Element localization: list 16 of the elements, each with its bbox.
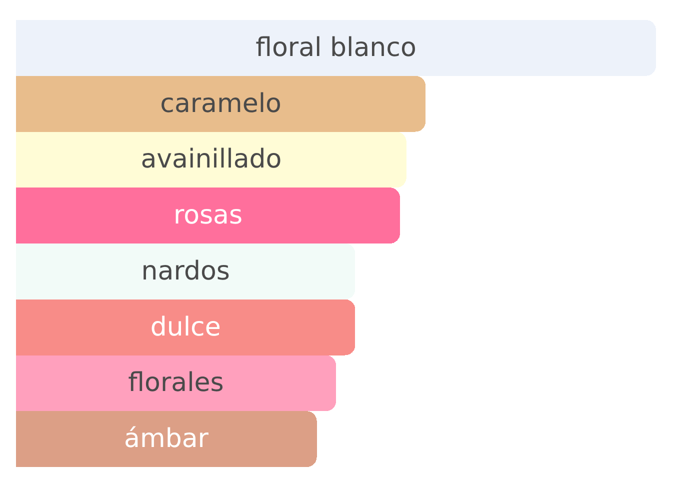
y-tick-label: rosas bbox=[173, 200, 243, 231]
bar bbox=[16, 355, 336, 412]
bar bbox=[16, 299, 356, 356]
y-tick-label: floral blanco bbox=[256, 32, 416, 63]
y-tick-label: ámbar bbox=[124, 424, 209, 454]
bar bbox=[16, 188, 400, 244]
y-tick-label: avainillado bbox=[140, 144, 282, 175]
bar bbox=[16, 244, 356, 300]
y-tick-label: dulce bbox=[150, 312, 221, 342]
bar bbox=[16, 20, 656, 76]
bar bbox=[16, 76, 426, 132]
y-tick-label: florales bbox=[128, 368, 224, 398]
bar bbox=[16, 132, 406, 188]
y-tick-label: nardos bbox=[141, 256, 230, 286]
y-tick-label: caramelo bbox=[160, 88, 282, 119]
bar bbox=[16, 411, 317, 467]
